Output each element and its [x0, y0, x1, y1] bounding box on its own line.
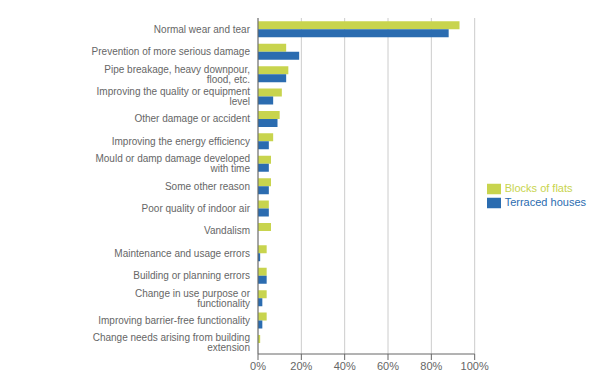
svg-text:Pipe breakage, heavy downpour,: Pipe breakage, heavy downpour,flood, etc… — [104, 64, 250, 85]
svg-text:Prevention of more serious dam: Prevention of more serious damage — [92, 46, 251, 57]
svg-text:Maintenance and usage errors: Maintenance and usage errors — [114, 248, 250, 259]
svg-text:80%: 80% — [420, 360, 442, 372]
html-text:Blocks of flats: Blocks of flats — [504, 181, 573, 194]
svg-text:Other damage or accident: Other damage or accident — [134, 113, 250, 124]
svg-text:Improving the energy efficienc: Improving the energy efficiency — [112, 136, 250, 147]
svg-text:Change needs arising from buil: Change needs arising from buildingextens… — [93, 332, 250, 353]
svg-text:Change in use purpose orfuncti: Change in use purpose orfunctionality — [135, 288, 251, 309]
svg-text:Mould or damp damage developed: Mould or damp damage developedwith time — [95, 153, 250, 174]
svg-text:20%: 20% — [290, 360, 312, 372]
svg-text:Improving barrier-free functio: Improving barrier-free functionality — [98, 315, 250, 326]
svg-text:0%: 0% — [250, 360, 266, 372]
svg-text:Poor quality of indoor air: Poor quality of indoor air — [142, 203, 251, 214]
svg-text:Normal wear and tear: Normal wear and tear — [154, 24, 251, 35]
svg-text:Building or planning errors: Building or planning errors — [133, 270, 250, 281]
svg-text:40%: 40% — [334, 360, 356, 372]
svg-text:Improving the quality or equip: Improving the quality or equipmentlevel — [97, 86, 251, 107]
svg-text:100%: 100% — [461, 360, 489, 372]
html-text:Terraced houses: Terraced houses — [504, 196, 586, 208]
svg-text:Vandalism: Vandalism — [204, 225, 250, 236]
svg-text:Some other reason: Some other reason — [165, 181, 250, 192]
svg-text:60%: 60% — [377, 360, 399, 372]
